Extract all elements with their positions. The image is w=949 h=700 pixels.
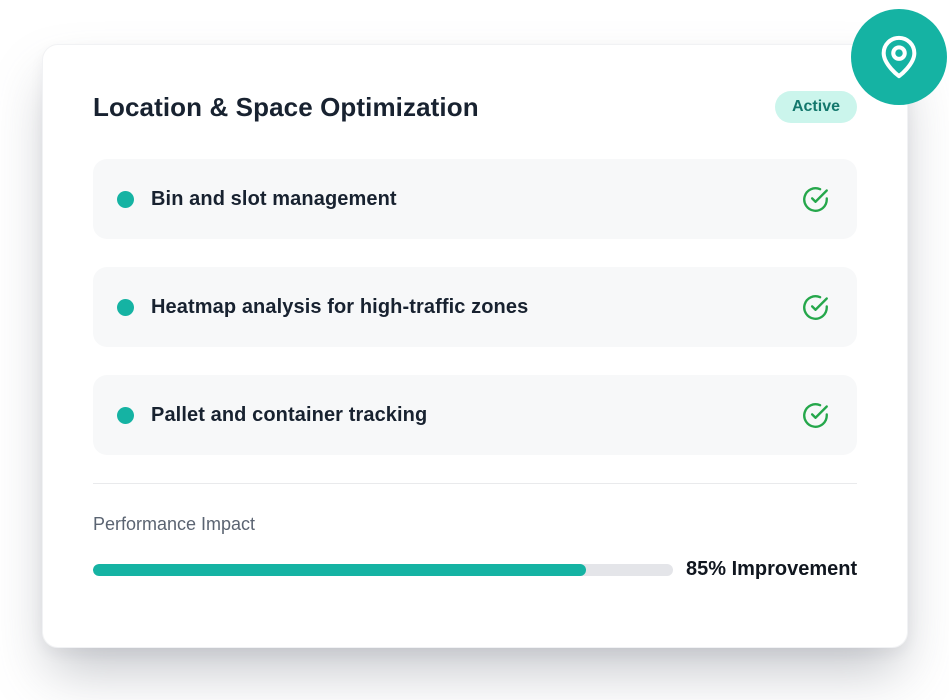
card-header: Location & Space Optimization Active <box>93 91 857 123</box>
map-pin-icon <box>851 9 947 105</box>
list-item: Bin and slot management <box>93 159 857 239</box>
progress-bar-fill <box>93 563 586 576</box>
feature-card: Location & Space Optimization Active Bin… <box>42 44 908 648</box>
progress-value-label: 85% Improvement <box>686 558 858 580</box>
dot-icon <box>117 406 134 424</box>
list-item: Heatmap analysis for high-traffic zones <box>93 267 857 347</box>
dot-icon <box>117 298 134 316</box>
status-badge: Active <box>774 91 857 123</box>
feature-list: Bin and slot management Heatmap analysis… <box>93 159 857 455</box>
check-circle-icon <box>802 294 829 321</box>
divider <box>93 483 857 484</box>
performance-row: 85% Improvement <box>93 558 857 581</box>
feature-label: Bin and slot management <box>151 187 397 210</box>
check-circle-icon <box>802 186 829 213</box>
feature-label: Heatmap analysis for high-traffic zones <box>151 295 529 318</box>
page-title: Location & Space Optimization <box>93 91 479 122</box>
dot-icon <box>117 190 134 208</box>
performance-impact-label: Performance Impact <box>93 514 256 534</box>
check-circle-icon <box>802 402 829 429</box>
progress-bar <box>93 563 673 576</box>
feature-label: Pallet and container tracking <box>151 403 428 426</box>
list-item: Pallet and container tracking <box>93 375 857 455</box>
